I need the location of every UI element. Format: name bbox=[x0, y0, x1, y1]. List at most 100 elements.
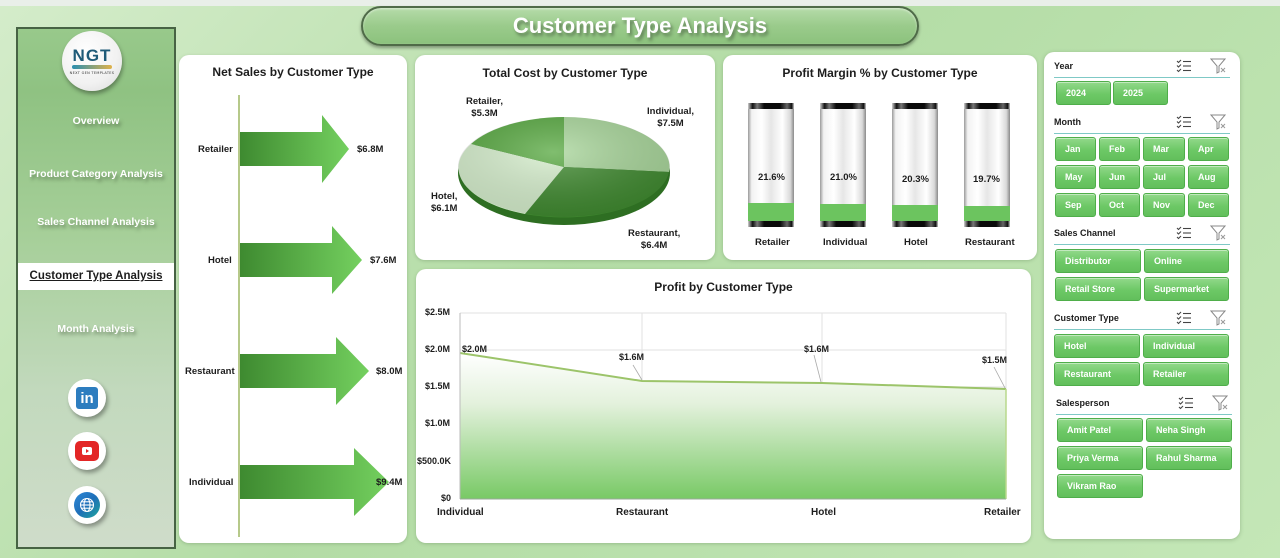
slicer-item-sales-channel[interactable]: Online bbox=[1144, 249, 1229, 273]
multi-select-icon[interactable] bbox=[1178, 395, 1194, 414]
margin-value-label: 21.0% bbox=[830, 172, 857, 183]
nav-sales-channel-analysis[interactable]: Sales Channel Analysis bbox=[37, 216, 155, 228]
slicer-item-month[interactable]: Sep bbox=[1055, 193, 1096, 217]
multi-select-icon[interactable] bbox=[1176, 310, 1192, 329]
chart-title: Profit Margin % by Customer Type bbox=[782, 66, 978, 80]
x-tick: Restaurant bbox=[616, 507, 669, 518]
slicer-item-salesperson[interactable]: Amit Patel bbox=[1057, 418, 1143, 442]
nav-customer-type-analysis[interactable]: Customer Type Analysis bbox=[18, 263, 174, 290]
category-label: Restaurant bbox=[185, 366, 235, 377]
value-label: $7.6M bbox=[370, 255, 397, 266]
margin-value-label: 19.7% bbox=[973, 174, 1000, 185]
y-tick: $1.0M bbox=[425, 418, 451, 428]
salesperson-slicer-header: Salesperson bbox=[1056, 393, 1232, 415]
slicer-item-customer-type[interactable]: Retailer bbox=[1143, 362, 1229, 386]
category-label: Individual bbox=[823, 237, 868, 248]
slicer-item-month[interactable]: Oct bbox=[1099, 193, 1140, 217]
slicer-item-month[interactable]: Aug bbox=[1188, 165, 1229, 189]
logo-wave-icon bbox=[72, 65, 112, 69]
y-tick: $1.5M bbox=[425, 381, 451, 391]
profit-margin-cylinder-chart bbox=[748, 103, 1010, 227]
page-title: Customer Type Analysis bbox=[512, 13, 768, 38]
slicer-item-month[interactable]: Jan bbox=[1055, 137, 1096, 161]
slicer-item-month[interactable]: Apr bbox=[1188, 137, 1229, 161]
data-label: $1.6M bbox=[619, 352, 645, 362]
total-cost-chart-card: Total Cost by Customer Type Retailer, $5.… bbox=[415, 55, 715, 260]
slicer-item-salesperson[interactable]: Rahul Sharma bbox=[1146, 446, 1232, 470]
profit-margin-chart-card: Profit Margin % by Customer Type bbox=[723, 55, 1037, 260]
slicer-item-month[interactable]: Mar bbox=[1143, 137, 1185, 161]
linkedin-icon: in bbox=[76, 387, 98, 409]
margin-value-label: 20.3% bbox=[902, 174, 929, 185]
slicer-title: Month bbox=[1054, 117, 1081, 127]
data-label: $1.5M bbox=[982, 355, 1008, 365]
category-label: Individual bbox=[189, 477, 234, 488]
slicer-item-salesperson[interactable]: Neha Singh bbox=[1146, 418, 1232, 442]
globe-icon bbox=[74, 492, 100, 518]
slicer-item-year-2025[interactable]: 2025 bbox=[1113, 81, 1168, 105]
category-label: Retailer bbox=[198, 144, 233, 155]
filter-panel: Year 2024 2025 Month Jan Feb Mar Apr May… bbox=[1044, 52, 1240, 539]
slicer-item-salesperson[interactable]: Priya Verma bbox=[1057, 446, 1143, 470]
slicer-title: Sales Channel bbox=[1054, 228, 1116, 238]
slicer-item-month[interactable]: Feb bbox=[1099, 137, 1140, 161]
clear-filter-icon[interactable] bbox=[1209, 310, 1227, 330]
pie-label-restaurant: Restaurant, $6.4M bbox=[628, 228, 681, 251]
slicer-title: Salesperson bbox=[1056, 398, 1110, 408]
x-tick: Retailer bbox=[984, 507, 1021, 518]
profit-area-chart-card: Profit by Customer Type bbox=[416, 269, 1031, 543]
chart-title: Profit by Customer Type bbox=[654, 280, 793, 294]
multi-select-icon[interactable] bbox=[1176, 58, 1192, 77]
slicer-item-month[interactable]: Jun bbox=[1099, 165, 1140, 189]
slicer-title: Year bbox=[1054, 61, 1074, 71]
youtube-button[interactable] bbox=[68, 432, 106, 470]
profit-area-chart bbox=[459, 312, 1007, 500]
data-label: $1.6M bbox=[804, 344, 830, 354]
slicer-item-month[interactable]: May bbox=[1055, 165, 1096, 189]
value-label: $8.0M bbox=[376, 366, 403, 377]
category-label: Restaurant bbox=[965, 237, 1015, 248]
month-slicer-header: Month bbox=[1054, 112, 1230, 134]
x-tick: Individual bbox=[437, 507, 484, 518]
data-label: $2.0M bbox=[462, 344, 488, 354]
slicer-item-customer-type[interactable]: Individual bbox=[1143, 334, 1229, 358]
multi-select-icon[interactable] bbox=[1176, 225, 1192, 244]
slicer-item-sales-channel[interactable]: Retail Store bbox=[1055, 277, 1141, 301]
nav-month-analysis[interactable]: Month Analysis bbox=[57, 323, 135, 335]
linkedin-button[interactable]: in bbox=[68, 379, 106, 417]
clear-filter-icon[interactable] bbox=[1209, 225, 1227, 245]
slicer-item-month[interactable]: Dec bbox=[1188, 193, 1229, 217]
sidebar-nav: NGT NEXT GEN TEMPLATES Overview Product … bbox=[16, 27, 176, 549]
y-tick: $2.5M bbox=[425, 307, 451, 317]
clear-filter-icon[interactable] bbox=[1211, 395, 1229, 415]
slicer-item-salesperson[interactable]: Vikram Rao bbox=[1057, 474, 1143, 498]
slicer-item-customer-type[interactable]: Hotel bbox=[1054, 334, 1140, 358]
clear-filter-icon[interactable] bbox=[1209, 114, 1227, 134]
slicer-item-month[interactable]: Nov bbox=[1143, 193, 1185, 217]
slicer-item-sales-channel[interactable]: Distributor bbox=[1055, 249, 1141, 273]
value-label: $6.8M bbox=[357, 144, 384, 155]
slicer-item-year-2024[interactable]: 2024 bbox=[1056, 81, 1111, 105]
ngt-logo[interactable]: NGT NEXT GEN TEMPLATES bbox=[62, 31, 122, 91]
youtube-icon bbox=[75, 441, 99, 461]
customer-type-slicer-header: Customer Type bbox=[1054, 308, 1230, 330]
logo-text: NGT bbox=[72, 46, 112, 65]
chart-title: Total Cost by Customer Type bbox=[482, 66, 648, 80]
slicer-item-customer-type[interactable]: Restaurant bbox=[1054, 362, 1140, 386]
slicer-item-month[interactable]: Jul bbox=[1143, 165, 1185, 189]
pie-label-hotel: Hotel, $6.1M bbox=[431, 191, 458, 214]
y-tick: $500.0K bbox=[417, 456, 452, 466]
nav-product-category-analysis[interactable]: Product Category Analysis bbox=[29, 168, 163, 180]
slicer-item-sales-channel[interactable]: Supermarket bbox=[1144, 277, 1229, 301]
net-sales-chart-card: Net Sales by Customer Type Retailer $6.8… bbox=[179, 55, 407, 543]
multi-select-icon[interactable] bbox=[1176, 114, 1192, 133]
category-label: Hotel bbox=[904, 237, 928, 248]
margin-value-label: 21.6% bbox=[758, 172, 785, 183]
total-cost-pie-chart bbox=[458, 117, 670, 225]
pie-label-retailer: Retailer, $5.3M bbox=[466, 96, 503, 119]
y-tick: $0 bbox=[441, 493, 452, 503]
net-sales-arrow-chart bbox=[238, 95, 389, 537]
website-button[interactable] bbox=[68, 486, 106, 524]
clear-filter-icon[interactable] bbox=[1209, 58, 1227, 78]
nav-overview[interactable]: Overview bbox=[72, 115, 120, 127]
